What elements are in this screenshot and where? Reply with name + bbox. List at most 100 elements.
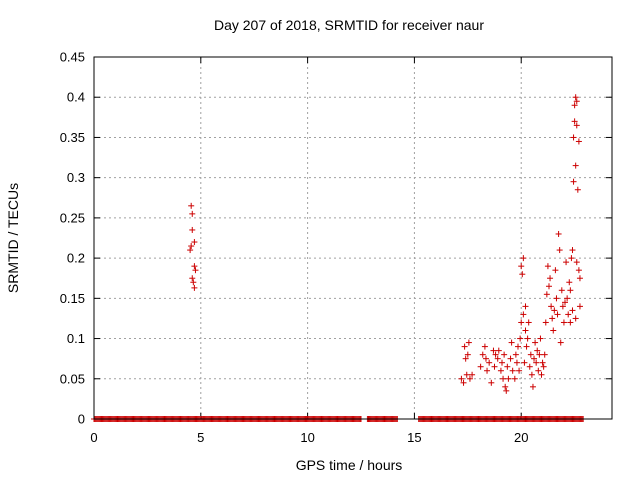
data-point (512, 351, 519, 358)
data-point (482, 355, 489, 362)
data-point (575, 267, 582, 274)
data-point (522, 303, 529, 310)
data-point (188, 202, 195, 209)
data-point (486, 359, 493, 366)
data-point (536, 351, 543, 358)
data-point (477, 363, 484, 370)
data-point (572, 94, 579, 101)
data-point (531, 355, 538, 362)
data-point (191, 284, 198, 291)
data-point (543, 291, 550, 298)
data-point (574, 186, 581, 193)
data-point (189, 226, 196, 233)
data-point (541, 351, 548, 358)
data-point (559, 303, 566, 310)
data-point (518, 263, 525, 270)
data-point (549, 315, 556, 322)
data-point (511, 375, 518, 382)
data-point (566, 279, 573, 286)
x-tick-label: 20 (514, 430, 528, 445)
data-point (573, 122, 580, 129)
data-point (189, 210, 196, 217)
data-point (567, 319, 574, 326)
data-point (569, 247, 576, 254)
data-point (568, 255, 575, 262)
x-tick-label: 10 (300, 430, 314, 445)
data-point (500, 375, 507, 382)
data-point (548, 303, 555, 310)
data-point (528, 371, 535, 378)
data-point (572, 315, 579, 322)
data-point (189, 275, 196, 282)
data-point (491, 363, 498, 370)
data-point (466, 375, 473, 382)
data-point (513, 359, 520, 366)
data-point (564, 295, 571, 302)
data-point (540, 363, 547, 370)
data-point (458, 375, 465, 382)
data-point (460, 379, 467, 386)
y-tick-label: 0.15 (60, 291, 85, 306)
data-point (552, 267, 559, 274)
data-point (187, 247, 194, 254)
data-point (538, 371, 545, 378)
y-tick-label: 0.45 (60, 50, 85, 65)
data-point (463, 371, 470, 378)
y-tick-label: 0.25 (60, 210, 85, 225)
data-point (465, 339, 472, 346)
data-point (558, 287, 565, 294)
data-point (557, 339, 564, 346)
data-point (562, 299, 569, 306)
data-point (515, 343, 522, 350)
data-point (522, 327, 529, 334)
data-point (479, 351, 486, 358)
data-point (539, 359, 546, 366)
data-point (504, 363, 511, 370)
x-tick-label: 0 (90, 430, 97, 445)
data-point (555, 230, 562, 237)
y-tick-label: 0 (78, 412, 85, 427)
data-point (492, 351, 499, 358)
data-point (533, 359, 540, 366)
data-point (520, 311, 527, 318)
data-point (505, 375, 512, 382)
data-point (462, 355, 469, 362)
y-tick-label: 0.05 (60, 371, 85, 386)
y-tick-label: 0.2 (67, 251, 85, 266)
data-point (554, 311, 561, 318)
data-point (517, 335, 524, 342)
chart-title: Day 207 of 2018, SRMTID for receiver nau… (214, 17, 484, 33)
data-point (191, 263, 198, 270)
data-point (507, 355, 514, 362)
data-point (576, 275, 583, 282)
data-point (571, 118, 578, 125)
data-point (481, 343, 488, 350)
data-point (532, 339, 539, 346)
data-point (569, 307, 576, 314)
data-point (190, 279, 197, 286)
data-point (502, 383, 509, 390)
data-point (570, 134, 577, 141)
data-point (545, 283, 552, 290)
data-point (501, 351, 508, 358)
data-point (526, 363, 533, 370)
data-point (497, 367, 504, 374)
data-point (550, 327, 557, 334)
data-point (553, 295, 560, 302)
data-point (518, 319, 525, 326)
data-point (490, 347, 497, 354)
data-point (565, 311, 572, 318)
x-tick-label: 15 (407, 430, 421, 445)
data-point (556, 247, 563, 254)
x-axis-label: GPS time / hours (296, 457, 403, 473)
x-tick-label: 5 (197, 430, 204, 445)
data-point (523, 343, 530, 350)
data-point (498, 359, 505, 366)
data-point (575, 138, 582, 145)
data-point (188, 243, 195, 250)
y-axis-label: SRMTID / TECUs (5, 183, 21, 293)
data-point (527, 351, 534, 358)
data-point (495, 347, 502, 354)
tick-labels: 0 0.05 0.1 0.15 0.2 0.25 0.3 0.35 0.4 0.45 0 5 10 15 2… (60, 50, 529, 446)
